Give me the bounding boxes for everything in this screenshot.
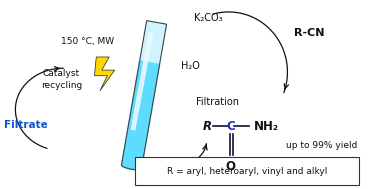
Text: K₂CO₃: K₂CO₃	[194, 13, 223, 22]
Text: O: O	[225, 160, 236, 173]
Text: 150 °C, MW: 150 °C, MW	[60, 37, 114, 46]
Text: Filtration: Filtration	[195, 97, 238, 107]
Text: NH₂: NH₂	[254, 120, 279, 133]
Text: R = aryl, heteroaryl, vinyl and alkyl: R = aryl, heteroaryl, vinyl and alkyl	[167, 167, 327, 176]
Text: R: R	[203, 120, 212, 133]
Polygon shape	[94, 57, 115, 91]
Text: up to 99% yield: up to 99% yield	[286, 141, 357, 150]
Text: Catalyst
recycling: Catalyst recycling	[41, 69, 82, 90]
Polygon shape	[122, 61, 159, 170]
Polygon shape	[131, 32, 153, 130]
FancyBboxPatch shape	[135, 157, 359, 185]
Text: H₂O: H₂O	[181, 61, 200, 71]
Text: R-CN: R-CN	[294, 28, 325, 38]
Polygon shape	[122, 21, 166, 170]
Text: C: C	[226, 120, 235, 133]
Text: Filtrate: Filtrate	[4, 119, 48, 129]
